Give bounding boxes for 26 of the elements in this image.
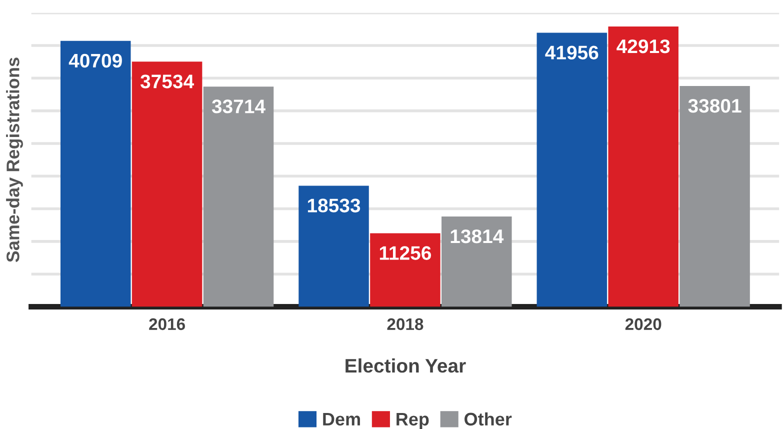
y-axis-title: Same-day Registrations	[6, 58, 23, 262]
data-label: 33801	[688, 98, 742, 113]
data-label: 40709	[68, 54, 122, 68]
bar	[132, 62, 202, 307]
data-label: 13814	[450, 229, 504, 244]
bar	[60, 40, 131, 307]
x-axis-title: Election Year	[346, 358, 466, 373]
legend-label: Rep	[396, 412, 429, 429]
x-tick-label: 2018	[387, 318, 424, 330]
data-label: 37534	[140, 74, 194, 88]
bar	[536, 32, 608, 307]
data-label: 42913	[616, 39, 670, 54]
legend-label: Dem	[323, 412, 360, 426]
legend-label: Other	[464, 412, 512, 426]
x-tick-label: 2020	[625, 318, 662, 330]
bar	[442, 216, 512, 307]
data-label: 41956	[545, 46, 598, 60]
data-label: 33714	[212, 100, 266, 114]
data-label: 18533	[308, 198, 360, 212]
x-tick-label: 2016	[149, 318, 185, 330]
bar	[680, 86, 750, 307]
bar	[370, 233, 440, 307]
bar	[298, 186, 369, 307]
bar	[608, 26, 678, 307]
bar	[203, 86, 274, 307]
data-label: 11256	[380, 246, 432, 260]
